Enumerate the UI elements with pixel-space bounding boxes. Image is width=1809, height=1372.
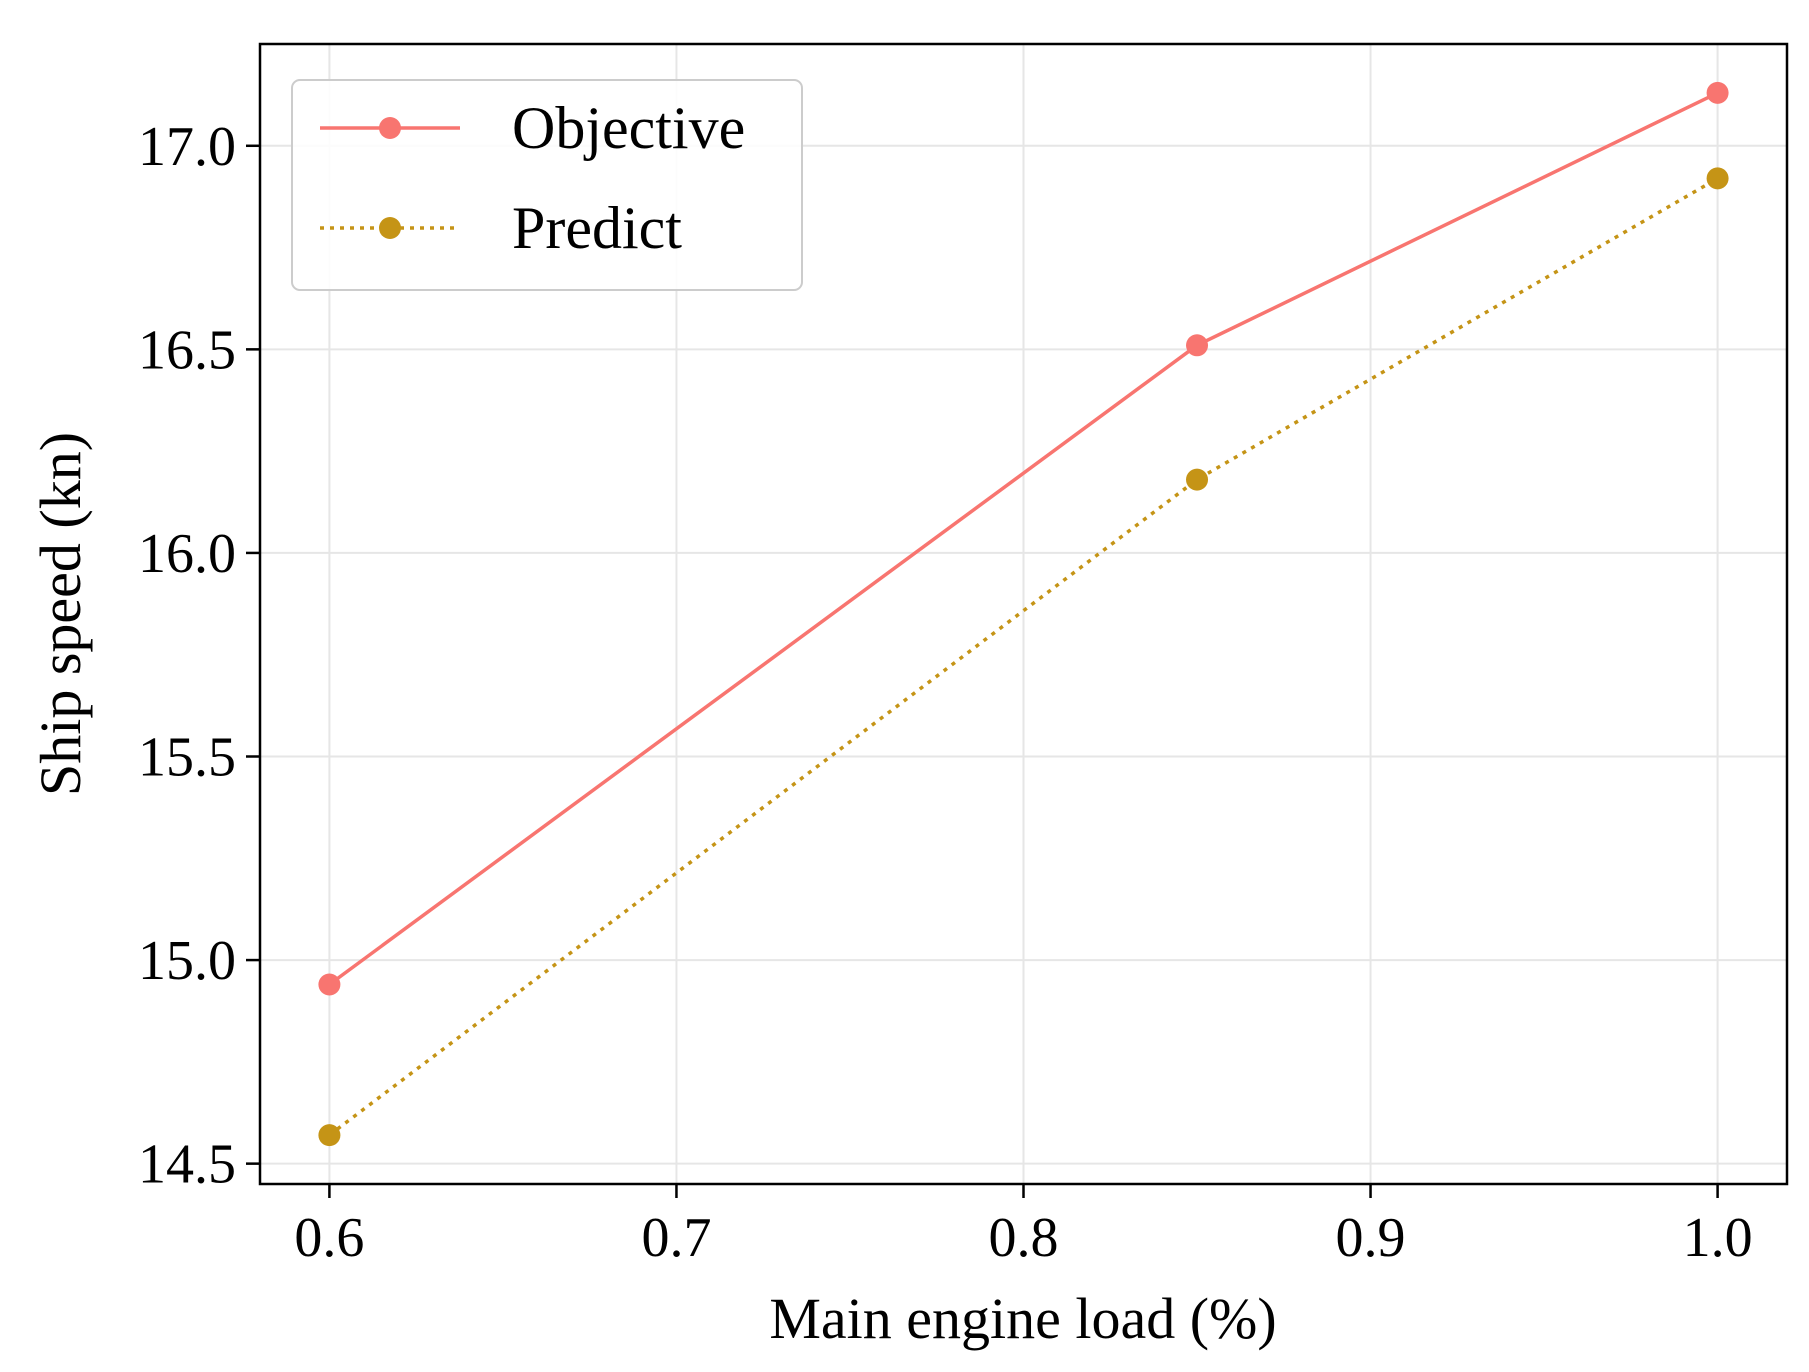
x-tick-label: 0.8 <box>989 1207 1059 1269</box>
objective-data-point <box>318 973 341 996</box>
y-axis-title: Ship speed (kn) <box>28 432 93 796</box>
legend-objective-label: Objective <box>512 95 745 161</box>
legend-box <box>291 79 803 291</box>
y-tick-label: 15.0 <box>138 930 236 992</box>
x-axis-title: Main engine load (%) <box>769 1286 1276 1351</box>
predict-data-point <box>318 1124 341 1147</box>
y-tick-label: 17.0 <box>138 116 236 178</box>
y-tick-label: 16.5 <box>138 319 236 381</box>
predict-series-line <box>328 176 1719 1137</box>
predict-data-point <box>1186 468 1209 491</box>
y-tick-label: 16.0 <box>138 523 236 585</box>
x-tick-label: 0.9 <box>1336 1207 1406 1269</box>
x-tick-label: 0.7 <box>641 1207 711 1269</box>
series-lines <box>318 81 1729 1147</box>
predict-data-point <box>1706 167 1729 190</box>
legend-predict-marker <box>379 217 401 239</box>
y-tick-label: 15.5 <box>138 727 236 789</box>
y-tick-label: 14.5 <box>138 1134 236 1196</box>
legend-predict-label: Predict <box>512 195 682 261</box>
x-tick-label: 1.0 <box>1683 1207 1753 1269</box>
objective-data-point <box>1186 334 1209 357</box>
objective-data-point <box>1706 81 1729 104</box>
legend: Objective Predict <box>291 79 803 291</box>
axis-ticks: 0.6 0.7 0.8 0.9 1.0 14.5 15.0 15.5 16.0 16.5 17.0 <box>138 116 1753 1269</box>
x-tick-label: 0.6 <box>294 1207 364 1269</box>
legend-objective-marker <box>379 117 401 139</box>
